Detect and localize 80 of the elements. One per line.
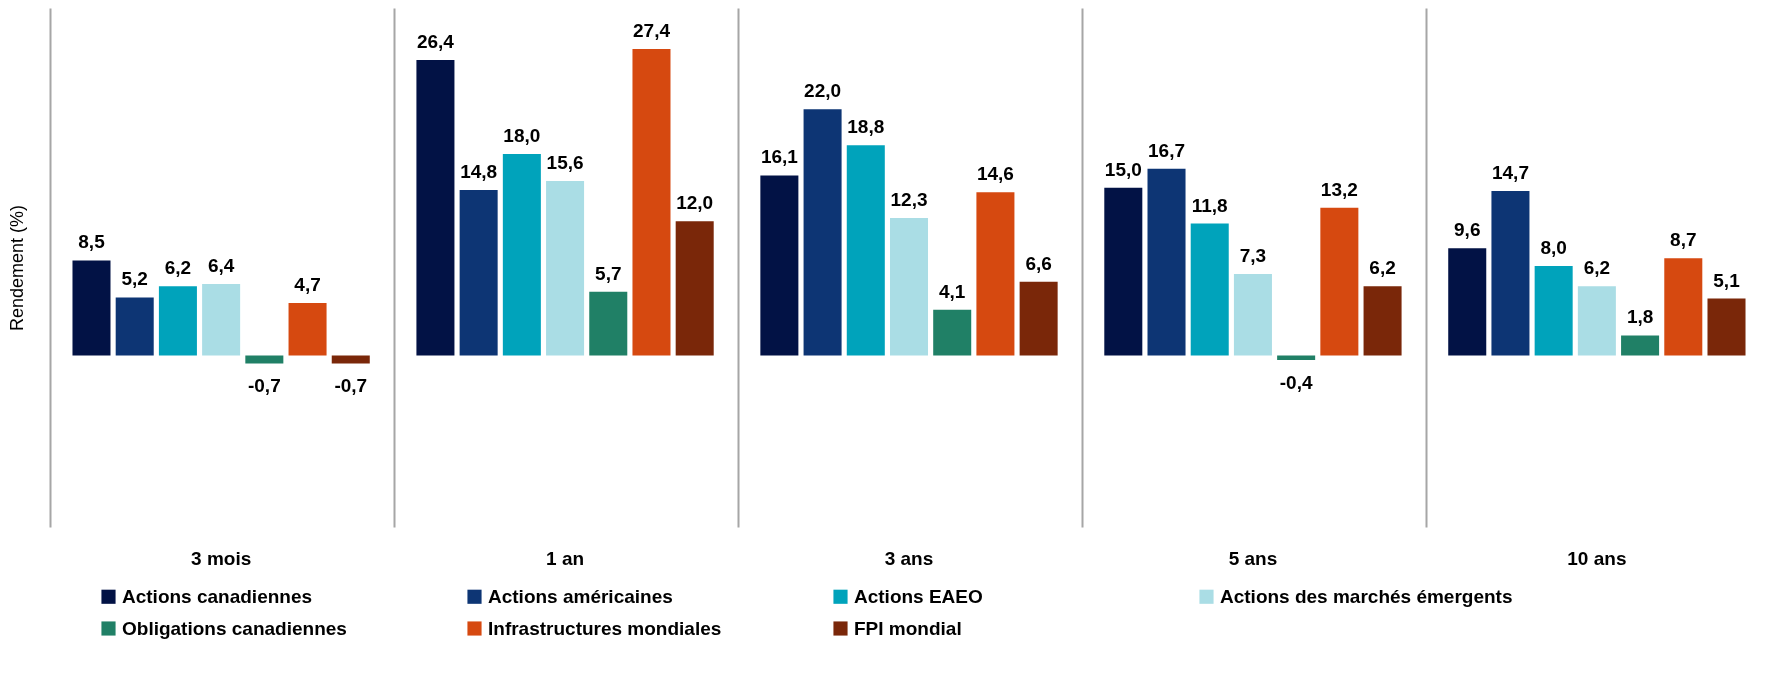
bar <box>1448 248 1487 356</box>
data-label: 15,6 <box>546 151 584 173</box>
data-label: -0,4 <box>1279 372 1313 394</box>
data-label: 18,8 <box>847 116 885 138</box>
legend-label: Infrastructures mondiales <box>488 617 722 639</box>
bar <box>202 283 241 356</box>
bar <box>115 297 154 356</box>
data-label: 18,0 <box>503 125 541 147</box>
bar <box>589 291 628 356</box>
bar <box>675 221 714 356</box>
legend-label: Actions EAEO <box>854 585 983 607</box>
data-label: 14,8 <box>460 160 498 182</box>
bar <box>1233 273 1272 356</box>
data-label: 26,4 <box>416 31 455 53</box>
bar <box>1190 223 1229 356</box>
bar <box>546 180 585 356</box>
data-label: 14,6 <box>976 163 1014 185</box>
bar <box>158 286 197 356</box>
legend-label: FPI mondial <box>854 617 962 639</box>
bar <box>288 302 327 356</box>
data-label: 1,8 <box>1626 306 1654 328</box>
data-label: 16,7 <box>1148 139 1186 161</box>
bar <box>1320 207 1359 356</box>
data-label: 16,1 <box>760 146 799 168</box>
data-label: 6,6 <box>1025 252 1052 274</box>
bar <box>1577 286 1616 356</box>
legend-label: Actions des marchés émergents <box>1220 585 1513 607</box>
bar <box>72 260 111 356</box>
bar <box>889 217 929 356</box>
bar <box>1621 335 1660 356</box>
data-label: 13,2 <box>1320 178 1358 200</box>
bar <box>416 60 455 356</box>
bar <box>976 192 1015 356</box>
bar <box>1147 168 1186 356</box>
data-label: -0,7 <box>334 375 368 397</box>
bar <box>1491 191 1530 356</box>
bar <box>846 145 885 356</box>
bar <box>1019 281 1058 356</box>
data-label: 6,2 <box>1369 257 1396 279</box>
bar <box>760 175 799 356</box>
bar <box>1104 187 1143 356</box>
bar <box>632 48 671 356</box>
data-label: 27,4 <box>632 19 671 41</box>
bar <box>459 189 498 356</box>
bar <box>1363 286 1402 356</box>
data-label: 6,4 <box>207 254 235 276</box>
data-label: 8,7 <box>1670 229 1697 251</box>
x-tick-label: 3 mois <box>191 547 252 569</box>
x-tick-label: 5 ans <box>1228 547 1278 569</box>
bar <box>1707 298 1746 356</box>
data-label: 8,0 <box>1540 237 1567 259</box>
bar <box>1534 266 1573 356</box>
data-label: 8,5 <box>78 231 106 253</box>
bar <box>933 309 972 356</box>
bar <box>502 154 541 356</box>
data-label: 22,0 <box>804 80 842 102</box>
x-tick-label: 3 ans <box>884 547 934 569</box>
bar <box>1664 258 1703 356</box>
data-label: 6,2 <box>1583 257 1611 279</box>
data-label: 12,0 <box>676 192 714 214</box>
data-label: 7,3 <box>1239 244 1267 266</box>
data-label: 4,1 <box>939 280 966 302</box>
x-tick-label: 1 an <box>546 547 585 569</box>
legend-label: Actions canadiennes <box>122 585 313 607</box>
legend-label: Obligations canadiennes <box>122 617 347 639</box>
data-label: 4,7 <box>294 273 321 295</box>
data-label: 14,7 <box>1491 162 1529 184</box>
bar <box>803 109 842 356</box>
data-label: 6,2 <box>164 257 192 279</box>
x-tick-label: 10 ans <box>1567 547 1627 569</box>
data-label: 15,0 <box>1104 158 1142 180</box>
data-label: 5,2 <box>121 268 148 290</box>
data-label: 5,7 <box>595 262 622 284</box>
data-label: 5,1 <box>1713 269 1741 291</box>
y-axis-title: Rendement (%) <box>6 204 27 332</box>
data-label: -0,7 <box>247 375 281 397</box>
data-label: 11,8 <box>1191 194 1228 216</box>
data-label: 9,6 <box>1454 219 1481 241</box>
data-label: 12,3 <box>890 188 928 210</box>
legend-label: Actions américaines <box>488 585 673 607</box>
